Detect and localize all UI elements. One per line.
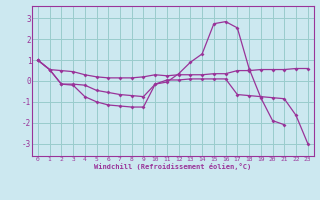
X-axis label: Windchill (Refroidissement éolien,°C): Windchill (Refroidissement éolien,°C)	[94, 163, 252, 170]
